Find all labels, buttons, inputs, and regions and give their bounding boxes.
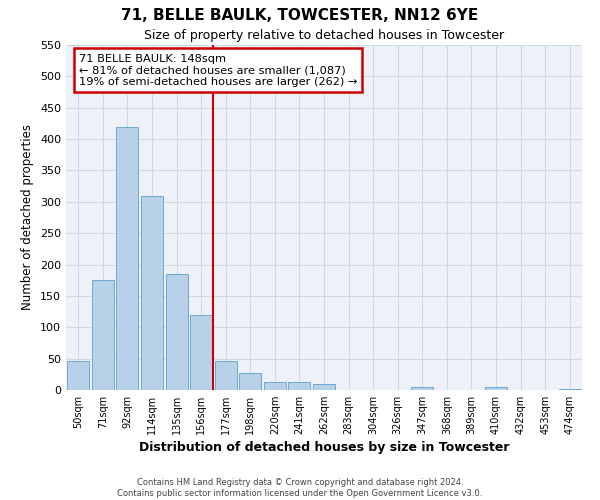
Bar bbox=[92, 280, 114, 390]
Bar bbox=[215, 360, 237, 390]
Bar bbox=[190, 314, 212, 390]
Bar bbox=[289, 382, 310, 390]
Bar bbox=[166, 274, 188, 390]
Bar bbox=[559, 388, 581, 390]
Text: 71, BELLE BAULK, TOWCESTER, NN12 6YE: 71, BELLE BAULK, TOWCESTER, NN12 6YE bbox=[121, 8, 479, 22]
Bar bbox=[67, 360, 89, 390]
X-axis label: Distribution of detached houses by size in Towcester: Distribution of detached houses by size … bbox=[139, 441, 509, 454]
Bar bbox=[141, 196, 163, 390]
Bar bbox=[239, 373, 262, 390]
Bar bbox=[485, 387, 507, 390]
Text: Contains HM Land Registry data © Crown copyright and database right 2024.
Contai: Contains HM Land Registry data © Crown c… bbox=[118, 478, 482, 498]
Bar bbox=[264, 382, 286, 390]
Y-axis label: Number of detached properties: Number of detached properties bbox=[22, 124, 34, 310]
Bar bbox=[116, 126, 139, 390]
Title: Size of property relative to detached houses in Towcester: Size of property relative to detached ho… bbox=[144, 30, 504, 43]
Bar bbox=[411, 387, 433, 390]
Text: 71 BELLE BAULK: 148sqm
← 81% of detached houses are smaller (1,087)
19% of semi-: 71 BELLE BAULK: 148sqm ← 81% of detached… bbox=[79, 54, 357, 87]
Bar bbox=[313, 384, 335, 390]
